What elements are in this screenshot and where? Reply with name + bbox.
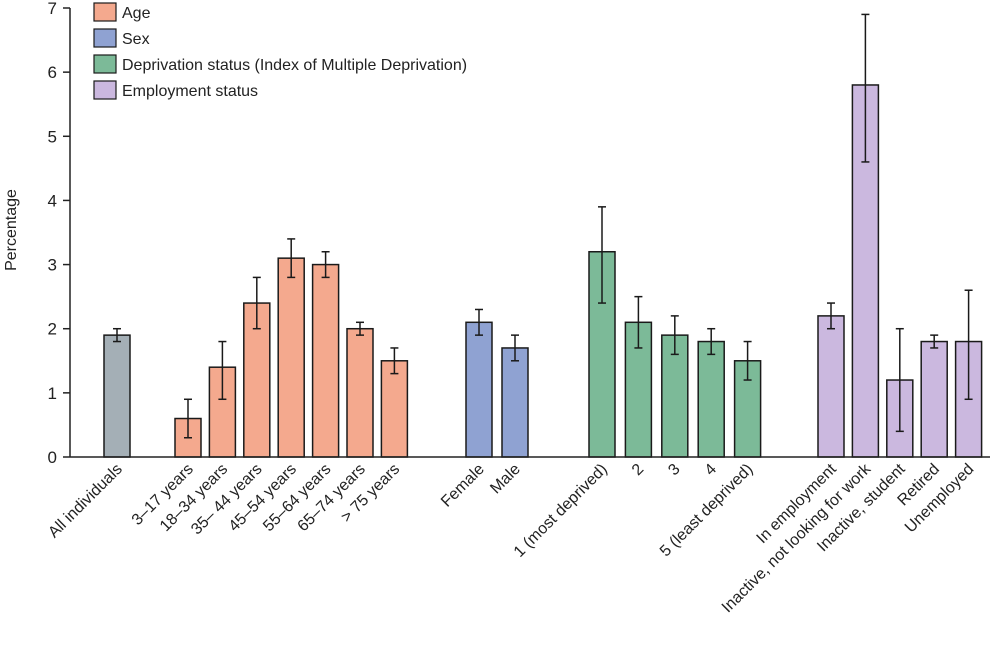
legend: Age Sex Deprivation status (Index of Multi… <box>93 2 467 100</box>
bars-layer <box>103 13 983 458</box>
legend-swatch <box>93 2 117 22</box>
bar <box>697 340 725 458</box>
legend-label: Deprivation status (Index of Multiple De… <box>122 57 467 74</box>
legend-swatch <box>93 28 117 48</box>
category-label: Male <box>487 461 524 498</box>
category-label: 4 <box>702 461 720 479</box>
bar <box>465 321 493 458</box>
legend-swatch <box>93 80 117 100</box>
bar <box>661 334 689 458</box>
bar <box>346 327 374 458</box>
bar <box>817 315 845 458</box>
bar <box>501 347 529 458</box>
y-tick-label: 2 <box>48 320 57 339</box>
y-tick-label: 3 <box>48 256 57 275</box>
y-tick-label: 5 <box>48 127 57 146</box>
category-label: 3 <box>665 461 683 479</box>
category-label: 2 <box>629 461 647 479</box>
y-tick-label: 7 <box>48 0 57 18</box>
y-axis-title: Percentage <box>3 189 20 271</box>
legend-label: Employment status <box>122 83 258 100</box>
legend-swatch <box>93 54 117 74</box>
bar <box>920 340 948 458</box>
bar <box>851 84 880 458</box>
legend-label: Sex <box>122 31 150 48</box>
y-tick-label: 1 <box>48 384 57 403</box>
y-tick-label: 6 <box>48 63 57 82</box>
category-label: 5 (least deprived) <box>657 461 756 560</box>
bar <box>311 263 340 458</box>
bar <box>103 334 131 458</box>
y-axis: 0 1 2 3 4 5 6 7 <box>48 0 71 467</box>
category-label: All individuals <box>45 461 126 542</box>
legend-label: Age <box>122 5 151 22</box>
y-tick-label: 4 <box>48 191 57 210</box>
category-label: Female <box>438 461 488 511</box>
y-tick-label: 0 <box>48 448 57 467</box>
bar <box>380 360 409 458</box>
bar <box>277 257 305 458</box>
category-label: 1 (most deprived) <box>511 461 611 561</box>
